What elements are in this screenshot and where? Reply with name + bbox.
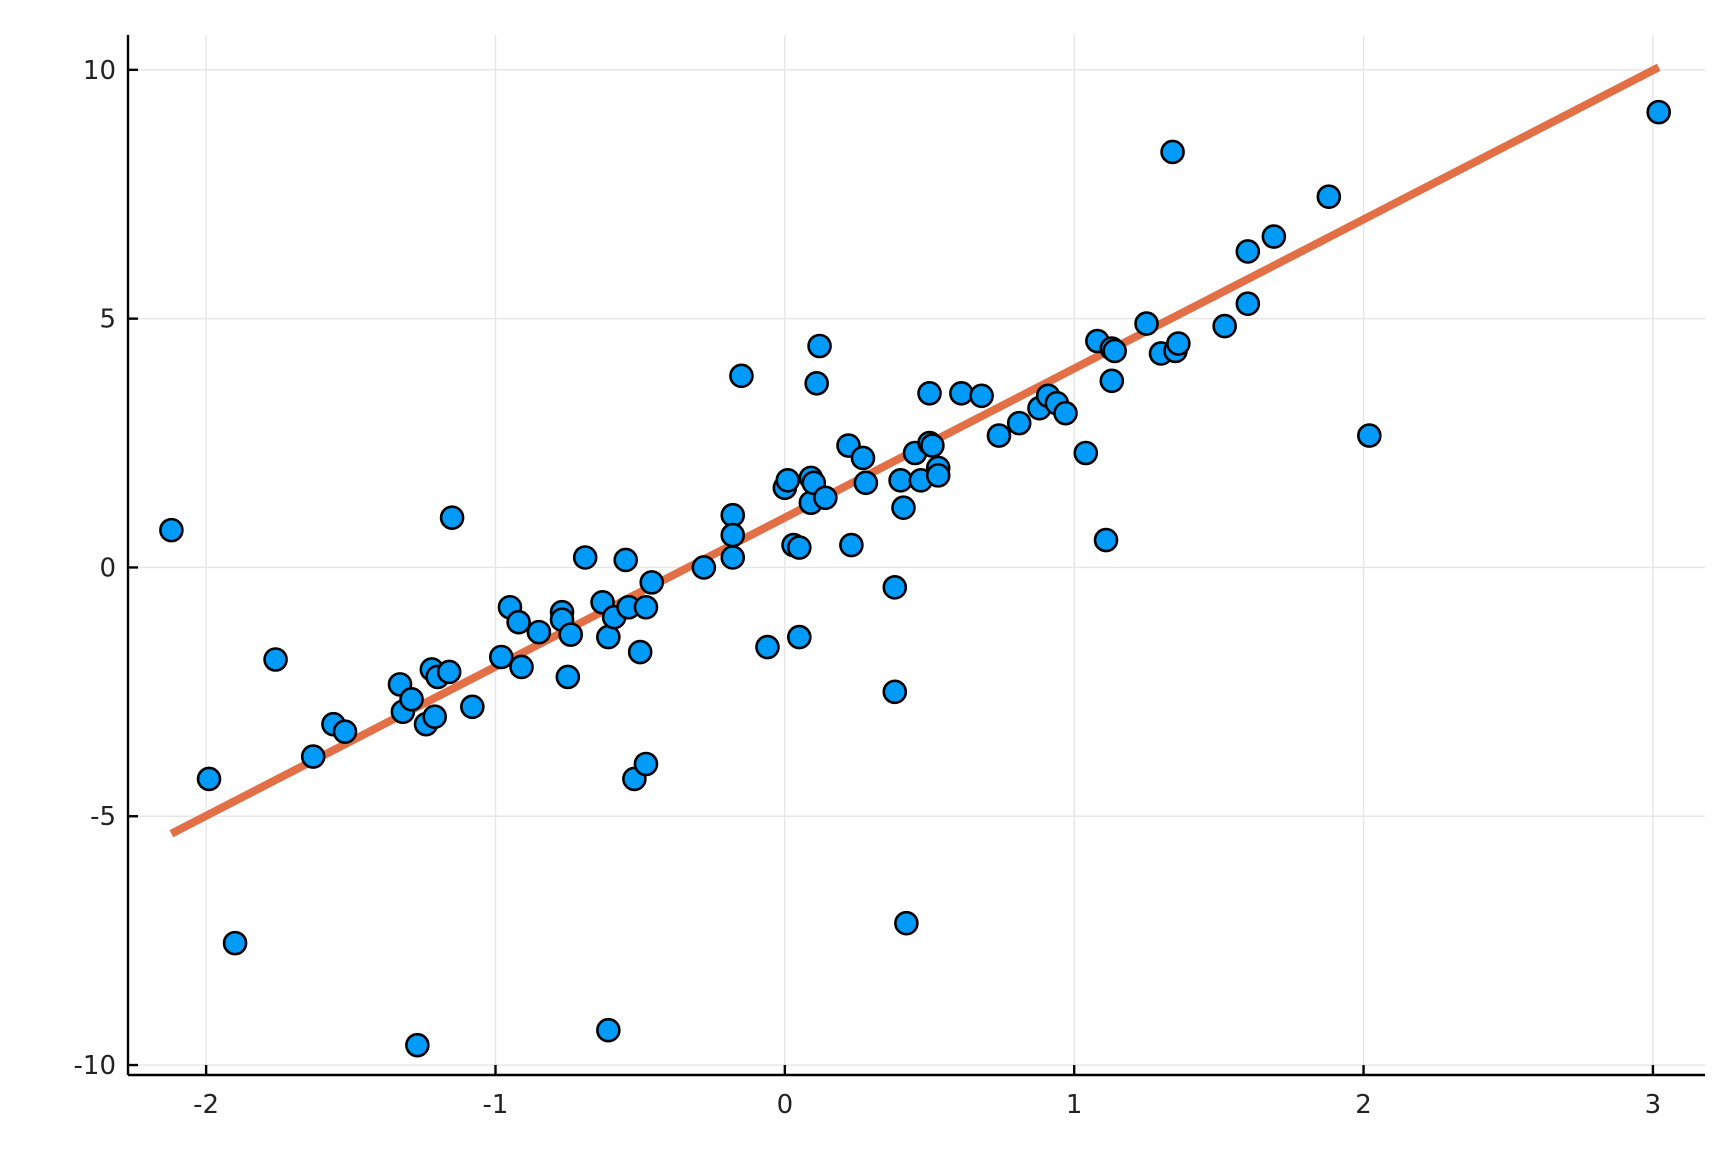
y-tick-label: 0 — [99, 553, 116, 583]
data-point — [460, 694, 485, 720]
data-point — [969, 383, 994, 409]
data-point — [633, 594, 659, 620]
data-point — [627, 639, 653, 665]
y-tick-label: 5 — [99, 305, 116, 335]
x-tick-label: 2 — [1355, 1090, 1372, 1120]
data-point — [1160, 139, 1185, 165]
data-point — [1316, 184, 1342, 210]
data-point — [196, 766, 222, 792]
data-point — [596, 1017, 621, 1043]
data-point — [159, 517, 184, 543]
data-point — [1134, 311, 1159, 336]
data-point — [787, 535, 812, 560]
x-tick-label: -2 — [193, 1090, 219, 1120]
data-point — [1073, 440, 1099, 466]
data-point — [720, 545, 746, 570]
data-point — [894, 910, 919, 936]
data-point — [775, 468, 801, 493]
data-point — [1166, 331, 1191, 356]
data-point — [1357, 423, 1382, 448]
data-point — [509, 654, 534, 680]
data-point — [755, 634, 780, 660]
data-point — [526, 619, 552, 645]
data-point — [633, 751, 659, 777]
y-tick-label: -5 — [90, 802, 116, 832]
data-point — [555, 664, 581, 690]
data-point — [853, 470, 879, 496]
data-point — [813, 485, 838, 511]
data-point — [1646, 99, 1672, 125]
data-point — [405, 1032, 430, 1058]
x-tick-label: 0 — [777, 1090, 794, 1120]
data-point — [572, 545, 598, 570]
data-point — [1102, 338, 1128, 364]
data-point — [1099, 368, 1125, 394]
data-point — [888, 468, 913, 493]
data-point — [917, 380, 942, 406]
data-point — [639, 570, 665, 595]
data-point — [596, 624, 621, 650]
data-point — [488, 644, 514, 670]
data-point — [882, 679, 908, 705]
data-point — [949, 380, 974, 406]
data-point — [422, 704, 448, 730]
data-point — [850, 445, 876, 471]
data-point — [1093, 527, 1119, 553]
data-point — [1261, 224, 1287, 249]
x-tick-label: -1 — [483, 1090, 509, 1120]
x-tick-label: 1 — [1066, 1090, 1083, 1120]
data-point — [807, 333, 832, 359]
data-point — [300, 744, 326, 769]
data-point — [891, 495, 916, 521]
data-point — [839, 532, 864, 558]
y-tick-label: -10 — [74, 1051, 116, 1081]
data-point — [1212, 313, 1237, 339]
data-points — [159, 99, 1672, 1058]
data-point — [1006, 410, 1032, 436]
data-point — [720, 522, 746, 548]
data-point — [1053, 400, 1078, 426]
data-point — [263, 647, 288, 672]
data-point — [925, 463, 951, 488]
data-point — [439, 505, 465, 530]
grid — [128, 35, 1705, 1075]
data-point — [332, 719, 358, 744]
data-point — [804, 371, 829, 396]
data-point — [558, 622, 584, 647]
data-point — [1235, 291, 1261, 317]
data-point — [691, 555, 717, 580]
data-point — [399, 687, 424, 712]
data-point — [1235, 239, 1261, 264]
data-point — [506, 609, 531, 635]
data-point — [986, 423, 1012, 448]
data-point — [729, 363, 754, 389]
data-point — [436, 659, 462, 685]
axes — [126, 35, 1705, 1077]
x-tick-label: 3 — [1645, 1090, 1662, 1120]
data-point — [222, 930, 248, 956]
y-tick-label: 10 — [83, 56, 116, 86]
data-point — [920, 433, 945, 458]
data-point — [882, 575, 908, 600]
data-point — [613, 547, 638, 573]
data-point — [787, 624, 812, 650]
